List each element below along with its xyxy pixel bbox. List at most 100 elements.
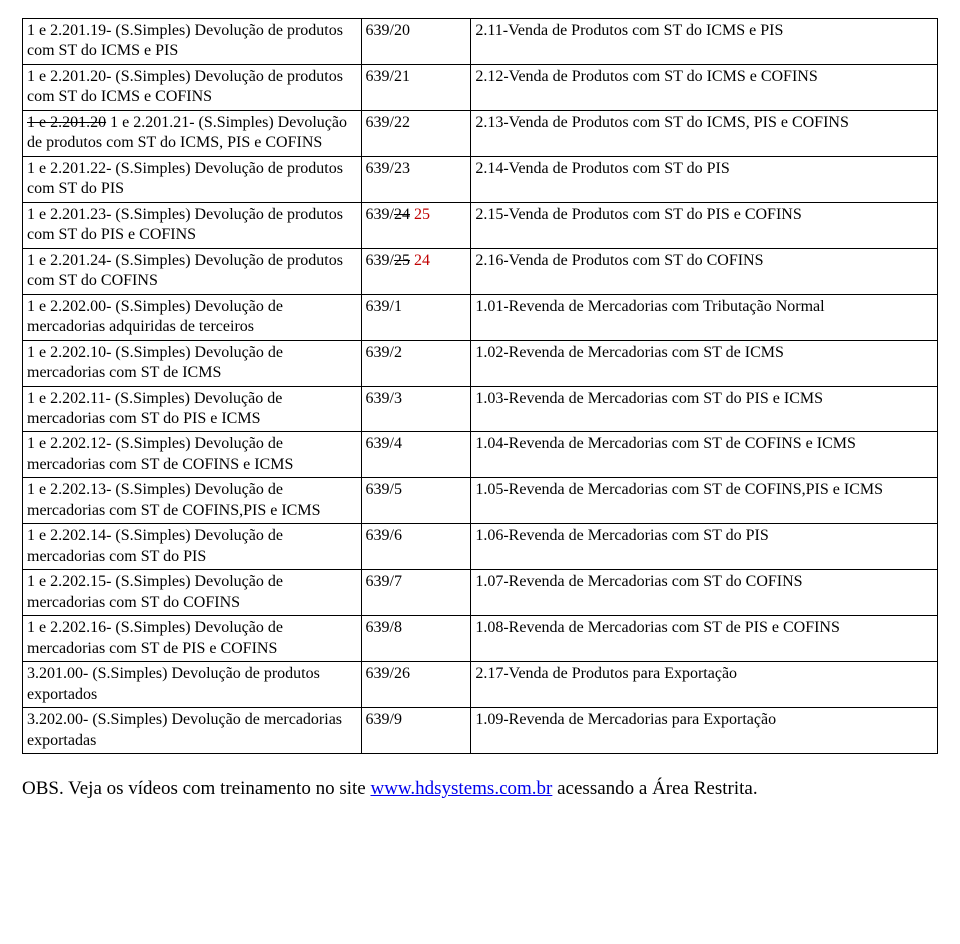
cell-c3: 2.12-Venda de Produtos com ST do ICMS e … (471, 64, 938, 110)
table-row: 1 e 2.202.10- (S.Simples) Devolução de m… (23, 340, 938, 386)
table-row: 1 e 2.202.13- (S.Simples) Devolução de m… (23, 478, 938, 524)
cell-c2: 639/1 (361, 294, 471, 340)
cell-c2: 639/24 25 (361, 202, 471, 248)
text-fragment: 639/6 (366, 527, 402, 544)
text-fragment: 1 e 2.201.23- (S.Simples) Devolução de p… (27, 206, 343, 243)
text-fragment: 1.06-Revenda de Mercadorias com ST do PI… (475, 527, 768, 544)
text-fragment: 1.03-Revenda de Mercadorias com ST do PI… (475, 390, 823, 407)
cell-c2: 639/23 (361, 156, 471, 202)
cell-c1: 1 e 2.201.19- (S.Simples) Devolução de p… (23, 19, 362, 65)
text-fragment: 3.202.00- (S.Simples) Devolução de merca… (27, 711, 342, 748)
text-fragment: 639/3 (366, 390, 402, 407)
cell-c1: 1 e 2.201.20 1 e 2.201.21- (S.Simples) D… (23, 110, 362, 156)
table-body: 1 e 2.201.19- (S.Simples) Devolução de p… (23, 19, 938, 754)
text-fragment: 25 (394, 252, 410, 269)
text-fragment: 1 e 2.202.16- (S.Simples) Devolução de m… (27, 619, 283, 656)
cell-c3: 2.17-Venda de Produtos para Exportação (471, 662, 938, 708)
text-fragment: 639/26 (366, 665, 410, 682)
text-fragment: 639/1 (366, 298, 402, 315)
text-fragment: 1.01-Revenda de Mercadorias com Tributaç… (475, 298, 824, 315)
cell-c3: 1.06-Revenda de Mercadorias com ST do PI… (471, 524, 938, 570)
text-fragment: 2.14-Venda de Produtos com ST do PIS (475, 160, 729, 177)
text-fragment: 25 (414, 206, 430, 223)
cell-c2: 639/7 (361, 570, 471, 616)
obs-prefix: OBS. Veja os vídeos com treinamento no s… (22, 778, 370, 799)
text-fragment: 1 e 2.201.19- (S.Simples) Devolução de p… (27, 22, 343, 59)
cell-c1: 1 e 2.202.15- (S.Simples) Devolução de m… (23, 570, 362, 616)
text-fragment: 1 e 2.202.00- (S.Simples) Devolução de m… (27, 298, 283, 335)
cell-c3: 2.13-Venda de Produtos com ST do ICMS, P… (471, 110, 938, 156)
cell-c3: 1.03-Revenda de Mercadorias com ST do PI… (471, 386, 938, 432)
text-fragment: 639/ (366, 252, 394, 269)
text-fragment: 2.16-Venda de Produtos com ST do COFINS (475, 252, 763, 269)
text-fragment: 1.08-Revenda de Mercadorias com ST de PI… (475, 619, 840, 636)
main-table: 1 e 2.201.19- (S.Simples) Devolução de p… (22, 18, 938, 754)
cell-c1: 1 e 2.201.24- (S.Simples) Devolução de p… (23, 248, 362, 294)
table-row: 1 e 2.201.23- (S.Simples) Devolução de p… (23, 202, 938, 248)
cell-c1: 1 e 2.202.10- (S.Simples) Devolução de m… (23, 340, 362, 386)
text-fragment: 639/2 (366, 344, 402, 361)
table-row: 1 e 2.201.19- (S.Simples) Devolução de p… (23, 19, 938, 65)
cell-c1: 1 e 2.202.16- (S.Simples) Devolução de m… (23, 616, 362, 662)
text-fragment: 1 e 2.201.24- (S.Simples) Devolução de p… (27, 252, 343, 289)
table-row: 1 e 2.202.14- (S.Simples) Devolução de m… (23, 524, 938, 570)
text-fragment: 1 e 2.202.12- (S.Simples) Devolução de m… (27, 435, 293, 472)
cell-c3: 1.07-Revenda de Mercadorias com ST do CO… (471, 570, 938, 616)
cell-c3: 1.01-Revenda de Mercadorias com Tributaç… (471, 294, 938, 340)
text-fragment: 2.11-Venda de Produtos com ST do ICMS e … (475, 22, 783, 39)
cell-c3: 2.16-Venda de Produtos com ST do COFINS (471, 248, 938, 294)
text-fragment: 1.04-Revenda de Mercadorias com ST de CO… (475, 435, 856, 452)
cell-c1: 1 e 2.201.22- (S.Simples) Devolução de p… (23, 156, 362, 202)
table-row: 1 e 2.202.11- (S.Simples) Devolução de m… (23, 386, 938, 432)
cell-c2: 639/21 (361, 64, 471, 110)
table-row: 3.201.00- (S.Simples) Devolução de produ… (23, 662, 938, 708)
cell-c2: 639/5 (361, 478, 471, 524)
cell-c2: 639/20 (361, 19, 471, 65)
text-fragment: 1.05-Revenda de Mercadorias com ST de CO… (475, 481, 883, 498)
obs-link[interactable]: www.hdsystems.com.br (370, 778, 552, 799)
obs-suffix: acessando a Área Restrita. (552, 778, 757, 799)
cell-c3: 2.11-Venda de Produtos com ST do ICMS e … (471, 19, 938, 65)
text-fragment: 1 e 2.202.10- (S.Simples) Devolução de m… (27, 344, 283, 381)
text-fragment: 639/8 (366, 619, 402, 636)
table-row: 1 e 2.201.20- (S.Simples) Devolução de p… (23, 64, 938, 110)
cell-c2: 639/6 (361, 524, 471, 570)
text-fragment: 1 e 2.201.22- (S.Simples) Devolução de p… (27, 160, 343, 197)
table-row: 1 e 2.201.22- (S.Simples) Devolução de p… (23, 156, 938, 202)
cell-c3: 2.15-Venda de Produtos com ST do PIS e C… (471, 202, 938, 248)
text-fragment: 639/20 (366, 22, 410, 39)
text-fragment: 639/23 (366, 160, 410, 177)
cell-c3: 2.14-Venda de Produtos com ST do PIS (471, 156, 938, 202)
cell-c3: 1.04-Revenda de Mercadorias com ST de CO… (471, 432, 938, 478)
cell-c2: 639/9 (361, 708, 471, 754)
text-fragment: 1 e 2.202.11- (S.Simples) Devolução de m… (27, 390, 282, 427)
text-fragment: 24 (394, 206, 410, 223)
cell-c2: 639/22 (361, 110, 471, 156)
text-fragment: 24 (414, 252, 430, 269)
cell-c3: 1.05-Revenda de Mercadorias com ST de CO… (471, 478, 938, 524)
cell-c1: 3.201.00- (S.Simples) Devolução de produ… (23, 662, 362, 708)
cell-c3: 1.09-Revenda de Mercadorias para Exporta… (471, 708, 938, 754)
text-fragment: 3.201.00- (S.Simples) Devolução de produ… (27, 665, 320, 702)
cell-c1: 1 e 2.202.12- (S.Simples) Devolução de m… (23, 432, 362, 478)
text-fragment: 1 e 2.202.13- (S.Simples) Devolução de m… (27, 481, 320, 518)
cell-c1: 1 e 2.202.00- (S.Simples) Devolução de m… (23, 294, 362, 340)
table-row: 1 e 2.202.16- (S.Simples) Devolução de m… (23, 616, 938, 662)
text-fragment: 639/5 (366, 481, 402, 498)
table-row: 1 e 2.202.12- (S.Simples) Devolução de m… (23, 432, 938, 478)
text-fragment: 1 e 2.201.20- (S.Simples) Devolução de p… (27, 68, 343, 105)
cell-c1: 1 e 2.201.23- (S.Simples) Devolução de p… (23, 202, 362, 248)
text-fragment: 1 e 2.201.20 (27, 114, 106, 131)
text-fragment: 1.07-Revenda de Mercadorias com ST do CO… (475, 573, 802, 590)
text-fragment: 2.15-Venda de Produtos com ST do PIS e C… (475, 206, 801, 223)
table-row: 1 e 2.202.00- (S.Simples) Devolução de m… (23, 294, 938, 340)
table-row: 1 e 2.202.15- (S.Simples) Devolução de m… (23, 570, 938, 616)
cell-c2: 639/8 (361, 616, 471, 662)
cell-c3: 1.02-Revenda de Mercadorias com ST de IC… (471, 340, 938, 386)
cell-c1: 3.202.00- (S.Simples) Devolução de merca… (23, 708, 362, 754)
cell-c2: 639/2 (361, 340, 471, 386)
cell-c1: 1 e 2.202.13- (S.Simples) Devolução de m… (23, 478, 362, 524)
text-fragment: 1.09-Revenda de Mercadorias para Exporta… (475, 711, 776, 728)
cell-c2: 639/4 (361, 432, 471, 478)
cell-c1: 1 e 2.202.14- (S.Simples) Devolução de m… (23, 524, 362, 570)
